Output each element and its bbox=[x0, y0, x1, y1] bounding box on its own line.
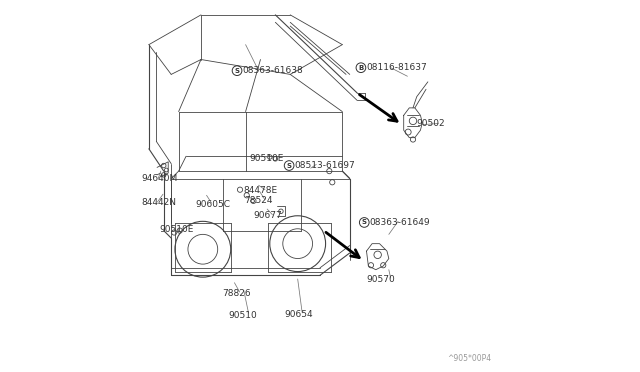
Text: 90570: 90570 bbox=[367, 275, 396, 284]
Text: ^905*00P4: ^905*00P4 bbox=[447, 354, 491, 363]
Text: 90502: 90502 bbox=[417, 119, 445, 128]
Text: 90654: 90654 bbox=[285, 310, 314, 319]
Text: 90510E: 90510E bbox=[250, 154, 284, 163]
Text: 90605C: 90605C bbox=[195, 200, 230, 209]
Text: 08363-61638: 08363-61638 bbox=[243, 66, 303, 75]
Text: 08363-61649: 08363-61649 bbox=[370, 218, 431, 227]
Text: 78524: 78524 bbox=[244, 196, 272, 205]
Text: 84442N: 84442N bbox=[141, 198, 177, 207]
Text: 84478E: 84478E bbox=[244, 186, 278, 195]
Text: 78826: 78826 bbox=[223, 289, 251, 298]
Text: 90510: 90510 bbox=[229, 311, 258, 320]
Text: 90510E: 90510E bbox=[159, 225, 194, 234]
Text: 08116-81637: 08116-81637 bbox=[367, 63, 428, 72]
Text: S: S bbox=[362, 219, 367, 225]
Text: B: B bbox=[358, 65, 364, 71]
Text: S: S bbox=[287, 163, 292, 169]
Text: 94640M: 94640M bbox=[141, 174, 178, 183]
Text: 08513-61697: 08513-61697 bbox=[294, 161, 355, 170]
Text: 90677: 90677 bbox=[253, 211, 282, 220]
Text: S: S bbox=[234, 68, 239, 74]
